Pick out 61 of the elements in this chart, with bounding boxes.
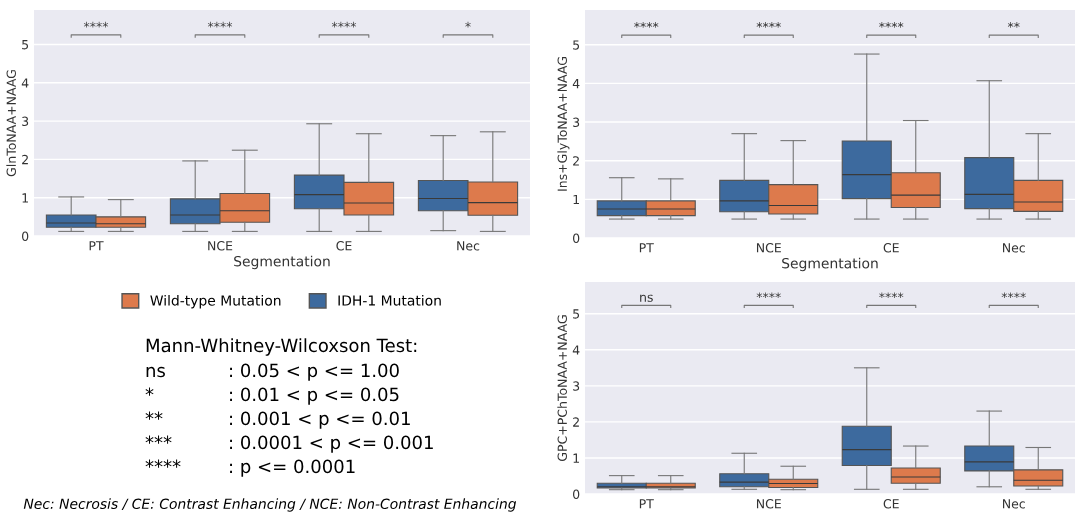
y-axis-title: GPC+PChToNAA+NAAG <box>557 315 567 461</box>
annotation: **** <box>207 21 233 28</box>
annotation: **** <box>634 22 659 28</box>
annotation: **** <box>879 292 904 299</box>
text: *** <box>145 435 172 444</box>
text: : 0.0001 < p <= 0.001 <box>230 435 433 453</box>
y-tick-label: 4 <box>572 79 580 89</box>
y-tick-label: 2 <box>22 154 28 165</box>
annotation: ** <box>1007 22 1020 28</box>
y-tick-label: 5 <box>573 309 580 319</box>
y-tick-label: 5 <box>22 40 29 50</box>
y-tick-label: 3 <box>22 116 29 127</box>
y-tick-label: 2 <box>573 156 579 166</box>
y-tick-label: 3 <box>573 381 580 391</box>
text: **** <box>145 459 181 468</box>
text: Nec: Necrosis / CE: Contrast Enhancing / NCE: Non-Contrast Enhancing <box>23 498 517 512</box>
x-tick-label: CE <box>336 241 352 251</box>
x-tick-label: NCE <box>208 241 233 251</box>
text: : 0.05 < p <= 1.00 <box>230 363 399 381</box>
y-tick-label: 5 <box>573 40 580 50</box>
annotation: **** <box>1001 292 1026 299</box>
text: : 0.001 < p <= 0.01 <box>230 411 410 429</box>
y-tick-label: 1 <box>573 194 579 205</box>
annotation: * <box>465 21 471 28</box>
y-axis-title: GlnToNAA+NAAG <box>6 70 16 177</box>
x-tick-label: PT <box>639 243 654 253</box>
x-tick-label: NCE <box>756 499 781 509</box>
x-tick-label: CE <box>883 243 899 253</box>
x-tick-label: PT <box>639 499 654 509</box>
x-tick-label: Nec <box>1003 499 1025 509</box>
annotation: **** <box>879 22 904 28</box>
text: : 0.01 < p <= 0.05 <box>230 387 399 405</box>
y-tick-label: 0 <box>573 489 580 499</box>
text: Mann-Whitney-Wilcoxson Test: <box>146 338 417 356</box>
legend-label: Wild-type Mutation <box>150 294 281 309</box>
x-tick-label: CE <box>883 499 899 509</box>
x-tick-label: NCE <box>756 243 781 253</box>
y-tick-label: 1 <box>22 193 28 203</box>
annotation: ns <box>640 294 653 302</box>
annotation: **** <box>331 21 357 28</box>
y-tick-label: 3 <box>573 117 580 127</box>
text: : p <= 0.0001 <box>230 459 355 477</box>
x-axis-title: Segmentation <box>234 255 330 270</box>
y-axis-title: Ins+GlyToNAA+NAAG <box>557 57 570 191</box>
annotation: **** <box>756 22 781 28</box>
x-tick-label: PT <box>89 241 104 251</box>
legend-label: IDH-1 Mutation <box>338 294 441 306</box>
y-tick-label: 0 <box>573 233 580 243</box>
y-tick-label: 2 <box>573 417 579 427</box>
text: * <box>145 387 154 396</box>
text: ** <box>145 411 163 420</box>
annotation: **** <box>83 21 109 28</box>
x-tick-label: Nec <box>1003 243 1025 253</box>
y-tick-label: 0 <box>22 231 29 241</box>
y-tick-label: 1 <box>573 453 579 463</box>
y-tick-label: 4 <box>21 78 29 88</box>
annotation: **** <box>756 292 781 299</box>
y-tick-label: 4 <box>572 345 580 355</box>
x-axis-title: Segmentation <box>782 257 878 272</box>
text: ns <box>146 366 165 378</box>
x-tick-label: Nec <box>457 241 480 251</box>
